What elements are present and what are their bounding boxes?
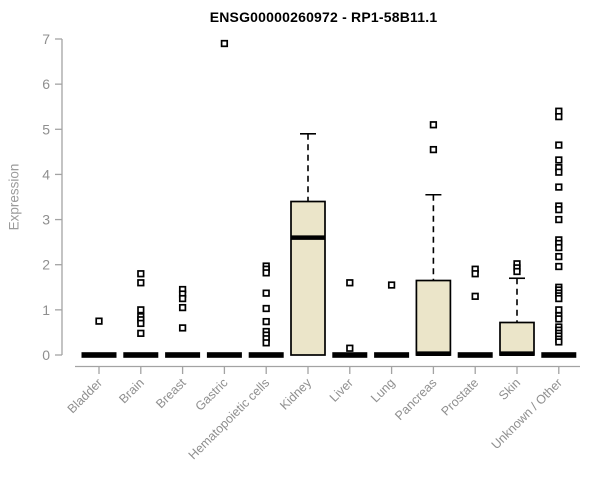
outlier-point xyxy=(137,270,145,278)
x-tick-label: Kidney xyxy=(277,375,314,412)
outlier-point xyxy=(137,306,145,314)
x-tick-label: Liver xyxy=(327,376,356,405)
outlier-point xyxy=(555,215,563,224)
outlier-point xyxy=(220,39,229,48)
y-tick-label: 4 xyxy=(42,166,50,182)
box xyxy=(415,279,452,356)
flat-box xyxy=(165,352,201,358)
outlier-point xyxy=(429,145,438,154)
y-tick-label: 0 xyxy=(42,347,50,363)
outlier-point xyxy=(95,317,103,325)
y-tick-label: 7 xyxy=(42,31,50,47)
x-tick-label: Lung xyxy=(368,376,398,406)
outlier-point xyxy=(555,315,563,323)
box xyxy=(499,321,535,356)
x-tick-label: Bladder xyxy=(65,376,105,416)
y-tick-label: 2 xyxy=(42,257,50,273)
x-tick-label: Gastric xyxy=(193,376,231,414)
outlier-point xyxy=(262,339,270,347)
outlier-point xyxy=(555,262,563,271)
outlier-point xyxy=(555,252,563,261)
chart-title: ENSG00000260972 - RP1-58B11.1 xyxy=(209,9,438,25)
outlier-point xyxy=(262,317,270,326)
flat-box xyxy=(81,352,117,358)
y-tick-label: 3 xyxy=(42,212,50,228)
x-tick-label: Pancreas xyxy=(392,376,439,423)
x-tick-label: Hematopoietic cells xyxy=(186,376,273,463)
outlier-point xyxy=(346,344,354,352)
outlier-point xyxy=(555,168,563,176)
outlier-point xyxy=(262,289,270,297)
flat-box xyxy=(248,352,284,358)
y-tick-label: 1 xyxy=(42,302,50,318)
outlier-point xyxy=(555,338,563,346)
flat-box xyxy=(332,352,368,358)
outlier-point xyxy=(555,141,563,149)
outlier-point xyxy=(178,324,187,332)
outlier-point xyxy=(555,243,563,252)
outlier-point xyxy=(137,329,145,337)
x-tick-label: Breast xyxy=(153,375,189,411)
flat-box xyxy=(123,352,159,358)
y-tick-label: 5 xyxy=(42,121,50,137)
outlier-point xyxy=(178,303,187,312)
outlier-point xyxy=(137,319,145,328)
x-tick-label: Brain xyxy=(116,376,147,407)
outlier-point xyxy=(555,205,563,214)
y-tick-label: 6 xyxy=(42,76,50,92)
outlier-point xyxy=(555,306,563,314)
outlier-point xyxy=(178,294,187,303)
flat-box xyxy=(374,352,410,358)
outlier-point xyxy=(346,279,354,287)
outlier-point xyxy=(471,270,479,278)
flat-box xyxy=(541,352,577,358)
outlier-point xyxy=(555,156,563,164)
x-tick-label: Unknown / Other xyxy=(489,376,565,452)
outlier-point xyxy=(555,183,563,191)
outlier-point xyxy=(471,292,479,300)
outlier-point xyxy=(429,121,438,129)
outlier-point xyxy=(262,269,270,277)
flat-box xyxy=(457,352,493,358)
outlier-point xyxy=(137,279,145,287)
outlier-point xyxy=(555,294,563,303)
x-tick-label: Prostate xyxy=(438,376,481,419)
outlier-point xyxy=(555,112,563,121)
flat-box xyxy=(206,352,242,358)
outlier-point xyxy=(513,267,521,276)
outlier-point xyxy=(262,304,270,313)
outlier-point xyxy=(387,281,396,289)
x-tick-label: Skin xyxy=(496,376,523,403)
box xyxy=(290,200,326,356)
